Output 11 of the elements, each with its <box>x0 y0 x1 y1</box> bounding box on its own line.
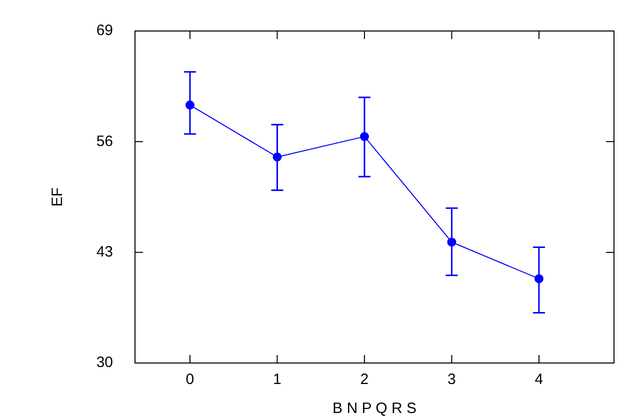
y-axis-title: EF <box>49 187 66 207</box>
y-tick-label: 56 <box>96 132 113 150</box>
x-tick-label: 0 <box>186 371 194 388</box>
x-tick-label: 1 <box>273 371 282 388</box>
x-tick-label: 2 <box>360 371 369 388</box>
y-tick-label: 30 <box>96 354 113 372</box>
x-tick-label: 3 <box>448 371 456 388</box>
y-tick-label: 43 <box>96 243 113 260</box>
y-tick-label: 69 <box>96 22 113 40</box>
x-axis-title: B N P Q R S <box>332 400 416 418</box>
x-tick-label: 4 <box>534 371 544 388</box>
